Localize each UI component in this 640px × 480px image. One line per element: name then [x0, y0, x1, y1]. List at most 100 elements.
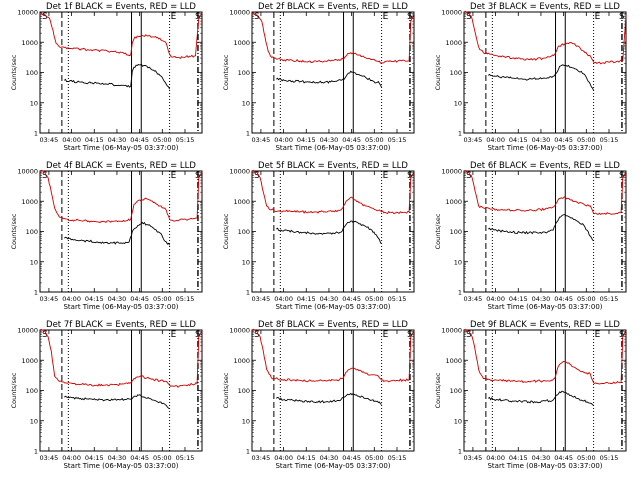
chart-panel-6: Det 6f BLACK = Events, RED = LLD 1 10 100 10… [434, 161, 627, 311]
flag-middle: E [171, 12, 177, 22]
x-tick-label: 04:30 [320, 454, 339, 462]
series-lld-line [39, 328, 203, 388]
x-tick-label: 05:00 [365, 454, 384, 462]
x-tick-label: 05:00 [153, 295, 172, 303]
series-lld-line [463, 169, 627, 215]
y-tick-label: 1 [246, 289, 250, 297]
x-tick-label: 04:30 [320, 136, 339, 144]
x-tick-label: 05:00 [577, 136, 596, 144]
x-tick-label: 05:00 [577, 454, 596, 462]
flag-left: S [466, 171, 472, 181]
y-tick-label: 10 [454, 99, 462, 107]
x-tick-label: 04:45 [554, 295, 573, 303]
x-tick-label: 05:15 [176, 454, 195, 462]
x-axis-label: Start Time (06-May-05 03:37:00) [487, 144, 602, 152]
x-tick-label: 03:45 [464, 454, 483, 462]
chart-title: Det 9f BLACK = Events, RED = LLD [470, 320, 620, 330]
flag-right: S [407, 12, 413, 22]
x-tick-label: 04:30 [108, 136, 127, 144]
y-tick-label: 10000 [17, 168, 38, 176]
series-lld-line [39, 169, 203, 223]
x-tick-label: 04:00 [62, 136, 81, 144]
chart-panel-5: Det 5f BLACK = Events, RED = LLD 1 10 100 10… [222, 161, 415, 311]
x-tick-label: 03:45 [40, 295, 59, 303]
flag-middle: E [383, 171, 389, 181]
x-tick-label: 04:15 [85, 454, 104, 462]
chart-title: Det 4f BLACK = Events, RED = LLD [46, 161, 196, 171]
x-tick-label: 04:45 [130, 295, 149, 303]
x-tick-label: 04:30 [320, 295, 339, 303]
flag-left: S [42, 330, 48, 340]
y-tick-label: 100 [238, 228, 250, 236]
x-tick-label: 05:00 [365, 295, 384, 303]
y-tick-label: 1 [34, 289, 38, 297]
plot-frame [463, 170, 627, 293]
flag-right: S [195, 330, 201, 340]
y-tick-label: 1000 [445, 357, 462, 365]
x-tick-label: 04:45 [554, 454, 573, 462]
plot-frame [463, 11, 627, 134]
x-tick-label: 04:30 [108, 295, 127, 303]
x-tick-label: 04:00 [486, 295, 505, 303]
series-lld-line [251, 12, 415, 64]
y-tick-label: 1000 [21, 198, 38, 206]
x-tick-label: 03:45 [40, 136, 59, 144]
flag-middle: E [171, 171, 177, 181]
x-tick-label: 04:45 [130, 136, 149, 144]
y-tick-label: 10000 [17, 9, 38, 17]
x-tick-label: 03:45 [464, 295, 483, 303]
x-tick-label: 05:15 [388, 295, 407, 303]
y-tick-label: 100 [238, 387, 250, 395]
x-tick-label: 04:15 [509, 454, 528, 462]
x-tick-label: 05:15 [388, 136, 407, 144]
x-tick-label: 03:45 [464, 136, 483, 144]
plot-frame [39, 11, 203, 134]
y-tick-label: 1 [34, 130, 38, 138]
y-tick-label: 10000 [229, 9, 250, 17]
y-axis-label: Counts/sec [434, 54, 442, 90]
x-tick-label: 04:00 [62, 454, 81, 462]
x-tick-label: 05:15 [600, 136, 619, 144]
y-tick-label: 10 [454, 258, 462, 266]
x-tick-label: 05:15 [388, 454, 407, 462]
y-axis-label: Counts/sec [10, 372, 18, 408]
x-tick-label: 05:15 [600, 295, 619, 303]
x-tick-label: 03:45 [40, 454, 59, 462]
y-tick-label: 100 [450, 228, 462, 236]
chart-title: Det 1f BLACK = Events, RED = LLD [46, 2, 196, 12]
chart-title: Det 7f BLACK = Events, RED = LLD [46, 320, 196, 330]
x-axis-label: Start Time (06-May-05 03:37:00) [275, 144, 390, 152]
flag-right: S [407, 171, 413, 181]
y-tick-label: 1 [246, 448, 250, 456]
y-axis-label: Counts/sec [434, 372, 442, 408]
y-tick-label: 1000 [233, 198, 250, 206]
x-tick-label: 04:15 [85, 136, 104, 144]
series-events-line [64, 63, 171, 90]
y-tick-label: 100 [26, 387, 38, 395]
chart-panel-4: Det 4f BLACK = Events, RED = LLD 1 10 100 10… [10, 161, 203, 311]
y-tick-label: 1 [458, 130, 462, 138]
series-events-line [488, 64, 595, 91]
x-tick-label: 04:30 [532, 136, 551, 144]
chart-panel-8: Det 8f BLACK = Events, RED = LLD 1 10 100 10… [222, 320, 415, 470]
y-tick-label: 1000 [445, 198, 462, 206]
x-axis-label: Start Time (08-May-05 03:37:00) [487, 462, 602, 470]
y-tick-label: 10000 [441, 9, 462, 17]
x-axis-label: Start Time (06-May-05 03:37:00) [275, 462, 390, 470]
x-tick-label: 04:30 [532, 295, 551, 303]
x-tick-label: 04:45 [342, 454, 361, 462]
flag-left: S [254, 12, 260, 22]
y-tick-label: 1 [458, 289, 462, 297]
y-tick-label: 1000 [21, 357, 38, 365]
y-tick-label: 10 [30, 99, 38, 107]
series-events-line [488, 390, 594, 406]
x-tick-label: 04:15 [85, 295, 104, 303]
flag-left: S [254, 171, 260, 181]
y-tick-label: 100 [450, 69, 462, 77]
plot-frame [251, 329, 415, 452]
x-tick-label: 03:45 [252, 295, 271, 303]
flag-left: S [466, 330, 472, 340]
chart-panel-2: Det 2f BLACK = Events, RED = LLD 1 10 100 10… [222, 2, 415, 152]
x-tick-label: 04:00 [486, 136, 505, 144]
